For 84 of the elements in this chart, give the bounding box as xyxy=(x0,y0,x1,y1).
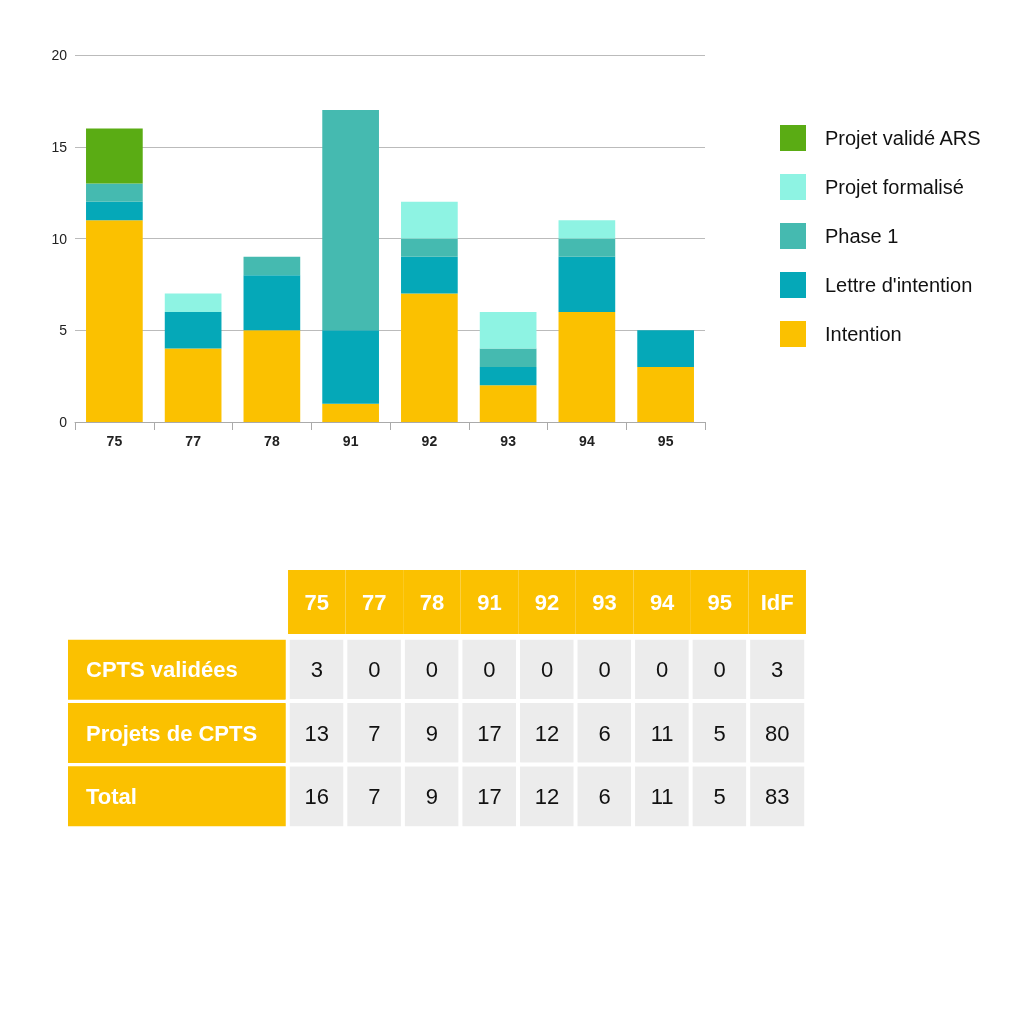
data-label: 3 xyxy=(310,657,323,683)
legend-label: Projet formalisé xyxy=(825,176,964,198)
x-tick-label: 93 xyxy=(592,589,617,615)
bar xyxy=(243,275,301,331)
data-label: 0 xyxy=(713,657,726,683)
bar xyxy=(637,366,694,422)
x-tick-label: 94 xyxy=(579,433,595,449)
x-tick-label: 75 xyxy=(106,433,123,449)
x-tick-label: 77 xyxy=(362,589,387,615)
data-label: 83 xyxy=(764,783,790,809)
bar xyxy=(86,201,143,221)
bar xyxy=(479,311,537,349)
y-tick-label: 20 xyxy=(51,47,68,63)
bar xyxy=(86,220,143,422)
bar xyxy=(401,201,458,239)
bar xyxy=(322,330,379,404)
bar xyxy=(479,385,537,422)
x-tick-label: 92 xyxy=(534,589,560,615)
bar xyxy=(401,293,458,422)
bar xyxy=(558,220,616,239)
x-tick-label: 91 xyxy=(342,433,359,449)
data-label: 17 xyxy=(477,783,502,809)
bar xyxy=(558,311,616,422)
data-label: 13 xyxy=(304,720,330,746)
data-label: 3 xyxy=(771,657,784,683)
bar xyxy=(479,366,537,386)
y-tick-label: 10 xyxy=(51,230,68,247)
bar xyxy=(86,183,143,202)
x-tick-label: 95 xyxy=(657,433,674,449)
bar xyxy=(558,256,616,312)
x-tick-label: 91 xyxy=(477,589,502,615)
data-label: 7 xyxy=(368,720,381,746)
bar xyxy=(322,110,379,331)
data-label: 0 xyxy=(540,657,554,683)
x-tick-label: 93 xyxy=(500,433,517,449)
y-tick-label: 15 xyxy=(51,138,68,155)
data-label: 17 xyxy=(477,720,502,746)
bar xyxy=(243,256,301,276)
data-label: 5 xyxy=(713,720,726,746)
data-label: 0 xyxy=(425,657,439,683)
data-label: 9 xyxy=(425,720,439,746)
y-tick-label: 5 xyxy=(59,322,68,339)
bar xyxy=(401,256,458,294)
data-label: 9 xyxy=(425,783,439,809)
x-tick-label: 94 xyxy=(649,589,676,615)
bar xyxy=(637,330,694,367)
bar xyxy=(164,311,222,349)
x-tick-label: 95 xyxy=(707,589,732,615)
data-label: 0 xyxy=(598,657,611,683)
legend-label: Intention xyxy=(825,323,902,345)
data-label: 6 xyxy=(598,720,611,746)
y-tick-label: Total xyxy=(86,783,137,809)
legend-label: Lettre d'intention xyxy=(825,274,973,296)
bar xyxy=(164,293,222,312)
bar xyxy=(243,330,301,422)
bar xyxy=(558,238,616,257)
bar xyxy=(401,238,458,257)
data-label: 0 xyxy=(483,657,496,683)
legend-label: Projet validé ARS xyxy=(825,127,981,149)
bar xyxy=(322,403,379,422)
x-tick-label: 78 xyxy=(264,433,280,449)
data-label: 5 xyxy=(713,783,726,809)
legend-label: Phase 1 xyxy=(825,225,899,247)
data-label: 0 xyxy=(655,657,669,683)
data-label: 7 xyxy=(368,783,381,809)
bar xyxy=(479,348,537,367)
data-label: 12 xyxy=(534,783,560,809)
bar xyxy=(86,128,143,184)
data-label: 16 xyxy=(304,783,330,809)
data-label: 12 xyxy=(534,720,560,746)
y-tick-label: Projets de CPTS xyxy=(86,720,258,746)
y-tick-label: CPTS validées xyxy=(86,657,238,683)
x-tick-label: 77 xyxy=(185,433,202,449)
data-label: 6 xyxy=(598,783,611,809)
x-tick-label: 92 xyxy=(421,433,438,449)
data-label: 11 xyxy=(650,720,674,746)
y-tick-label: 0 xyxy=(59,414,68,430)
data-label: 11 xyxy=(650,783,674,809)
data-label: 80 xyxy=(764,720,790,746)
x-tick-label: IdF xyxy=(760,589,794,615)
x-tick-label: 78 xyxy=(419,589,445,615)
x-tick-label: 75 xyxy=(304,589,330,615)
data-label: 0 xyxy=(368,657,381,683)
bar xyxy=(164,348,222,422)
